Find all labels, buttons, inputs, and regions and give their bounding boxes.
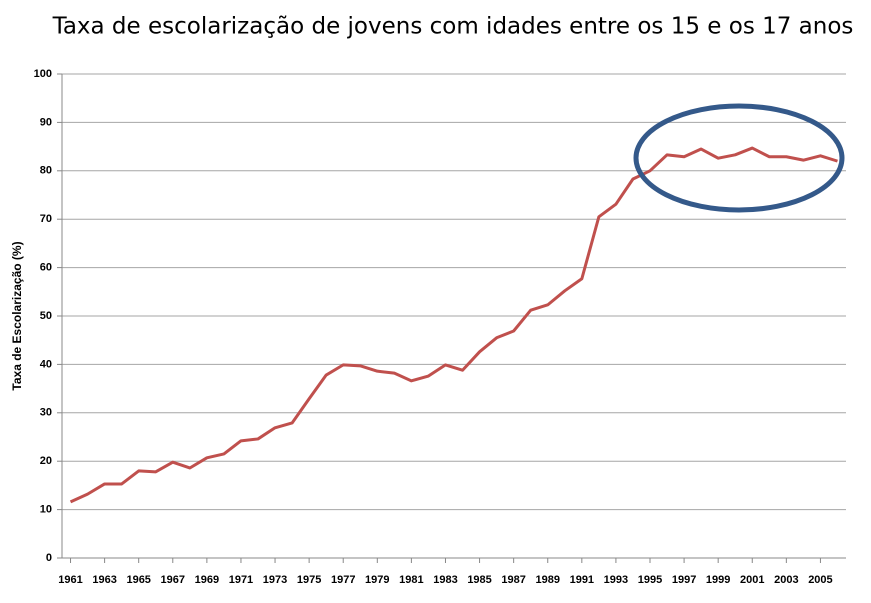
x-tick-label: 1983 [433,574,457,586]
x-tick-label: 1961 [58,574,82,586]
x-tick-label: 1969 [195,574,219,586]
x-tick-label: 1993 [604,574,628,586]
x-tick-label: 1967 [161,574,185,586]
y-tick-label: 60 [40,262,52,274]
x-tick-label: 1971 [229,574,253,586]
x-tick-label: 1995 [638,574,662,586]
x-tick-label: 1987 [501,574,525,586]
x-tick-label: 1989 [535,574,559,586]
y-axis-label: Taxa de Escolarização (%) [10,241,24,390]
x-tick-label: 1973 [263,574,287,586]
x-tick-label: 1979 [365,574,389,586]
y-tick-label: 30 [40,407,52,419]
y-tick-label: 40 [40,358,52,370]
chart-title: Taxa de escolarização de jovens com idad… [52,14,854,40]
x-tick-label: 1977 [331,574,355,586]
x-tick-label: 2003 [774,574,798,586]
x-tick-label: 1965 [126,574,150,586]
data-line [69,146,838,504]
x-tick-label: 1985 [467,574,491,586]
y-tick-label: 20 [40,455,52,467]
y-tick-label: 50 [40,310,52,322]
y-tick-label: 80 [40,165,52,177]
x-tick-label: 1975 [297,574,321,586]
x-tick-label: 1981 [399,574,423,586]
y-tick-label: 90 [40,116,52,128]
y-tick-label: 0 [46,552,52,564]
highlight-ellipse [633,103,845,213]
x-tick-label: 1999 [706,574,730,586]
y-tick-label: 70 [40,213,52,225]
y-tick-label: 100 [34,68,52,80]
x-tick-label: 1991 [570,574,594,586]
y-tick-label: 10 [40,504,52,516]
x-tick-label: 1997 [672,574,696,586]
x-tick-label: 2001 [740,574,764,586]
x-tick-label: 2005 [808,574,832,586]
x-tick-label: 1963 [92,574,116,586]
plot-area: 0 10 20 30 40 50 60 70 80 90 100 1961 1963 1965 1967 19… [34,68,846,586]
